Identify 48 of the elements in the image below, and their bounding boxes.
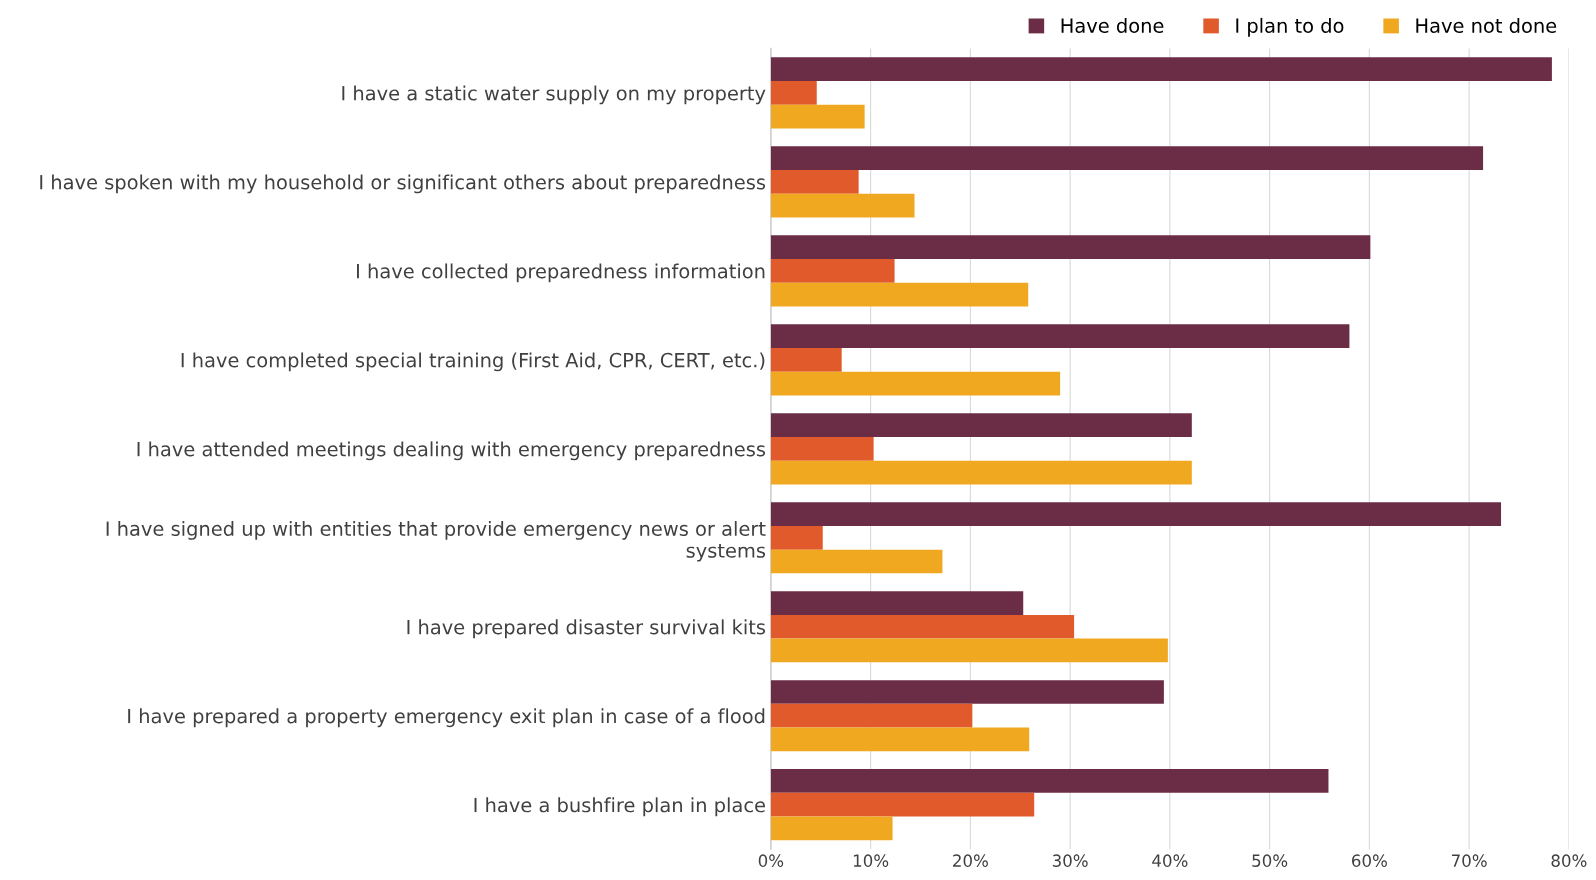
y-tick-label: I have collected preparedness information: [357, 263, 765, 283]
bar: [770, 371, 1061, 396]
bar: [770, 591, 1024, 615]
bar: [770, 792, 1035, 817]
x-tick-label: 0%: [758, 854, 784, 867]
bar: [770, 703, 973, 728]
bar: [770, 170, 859, 194]
legend-label: Have done: [1061, 17, 1164, 33]
x-tick-label: 40%: [1152, 854, 1188, 867]
bar: [770, 347, 842, 372]
x-tick-label: 80%: [1551, 854, 1587, 867]
legend-label: Have not done: [1416, 17, 1557, 33]
bar: [770, 324, 1350, 348]
bar: [770, 502, 1502, 526]
bar: [770, 235, 1371, 259]
bar: [770, 727, 1030, 752]
y-tick-label: I have prepared disaster survival kits: [407, 619, 766, 639]
bar: [770, 549, 943, 574]
x-tick-label: 70%: [1451, 854, 1487, 867]
bar: [770, 413, 1192, 437]
bar: [770, 57, 1552, 82]
bar: [770, 258, 895, 283]
y-tick-label: I have attended meetings dealing with emergency preparedness: [137, 441, 766, 461]
bar: [770, 146, 1484, 170]
y-tick-label: I have spoken with my household or significant others about preparedness: [40, 174, 766, 194]
bar: [770, 282, 1029, 307]
bar: [770, 680, 1164, 704]
x-tick-label: 30%: [1052, 854, 1088, 867]
x-tick-label: 50%: [1252, 854, 1288, 867]
x-tick-label: 10%: [853, 854, 889, 867]
y-tick-label: I have prepared a property emergency exit plan in case of a flood: [128, 708, 765, 728]
bar: [770, 614, 1075, 639]
legend-label: I plan to do: [1236, 17, 1344, 37]
bar: [770, 81, 817, 105]
bar: [770, 104, 865, 129]
x-tick-label: 20%: [953, 854, 988, 867]
bar: [770, 436, 874, 461]
bar: [770, 816, 893, 841]
y-tick-label: I have signed up with entities that provide emergency news or alert systems: [106, 520, 766, 562]
y-tick-label: I have a bushfire plan in place: [474, 797, 765, 817]
bar: [770, 638, 1168, 663]
bar: [770, 460, 1192, 485]
bar: [770, 193, 915, 218]
x-tick-label: 60%: [1352, 854, 1387, 867]
bar: [770, 525, 823, 550]
y-tick-label: I have completed special training (First Aid, CPR, CERT, etc.): [181, 352, 765, 372]
bar: [770, 769, 1329, 793]
y-tick-label: I have a static water supply on my property: [342, 85, 766, 105]
